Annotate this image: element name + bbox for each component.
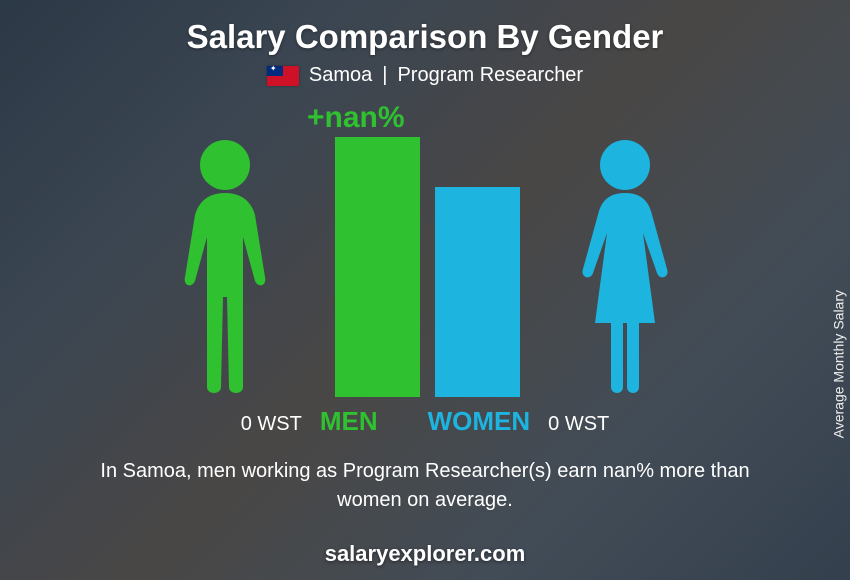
chart-labels-row: 0 WST MEN WOMEN 0 WST [135, 406, 715, 437]
percent-diff-label: +nan% [307, 101, 405, 135]
country-text: Samoa [309, 64, 372, 87]
female-figure-icon [565, 137, 685, 397]
men-label: MEN [320, 406, 378, 437]
separator: | [382, 64, 387, 87]
male-figure-icon [165, 137, 285, 397]
infographic-container: Salary Comparison By Gender Samoa | Prog… [0, 0, 850, 580]
description-text: In Samoa, men working as Program Researc… [75, 457, 775, 515]
women-bar [435, 187, 520, 397]
page-title: Salary Comparison By Gender [0, 0, 850, 56]
subtitle-row: Samoa | Program Researcher [0, 64, 850, 87]
comparison-chart: +nan% 0 WST MEN WOMEN 0 WST [135, 107, 715, 437]
men-bar [335, 137, 420, 397]
women-label: WOMEN [428, 406, 531, 437]
job-title-text: Program Researcher [397, 64, 583, 87]
men-value: 0 WST [241, 413, 302, 436]
source-footer: salaryexplorer.com [0, 541, 850, 567]
women-value: 0 WST [548, 413, 609, 436]
samoa-flag-icon [267, 66, 299, 86]
y-axis-label: Average Monthly Salary [830, 290, 846, 438]
